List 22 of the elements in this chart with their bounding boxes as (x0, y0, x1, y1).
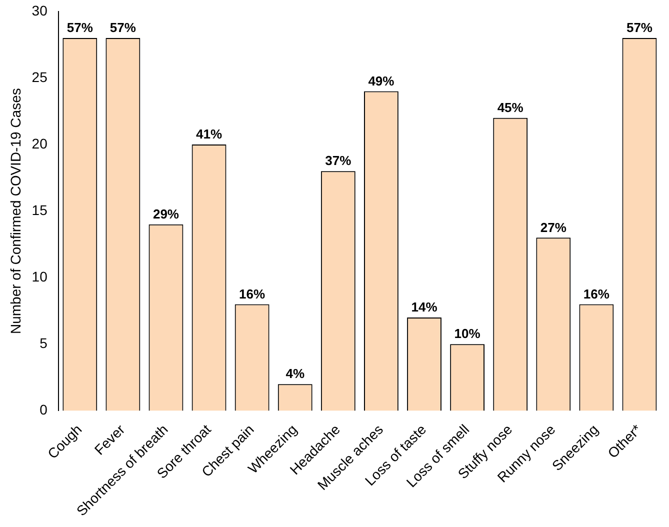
annotation: 45% (497, 100, 524, 115)
annotation: 57% (110, 20, 136, 36)
annotation: 14% (411, 300, 438, 315)
y-tick-label: 5 (40, 335, 48, 352)
annotation: 10% (454, 326, 481, 342)
annotation: 16% (583, 286, 610, 302)
y-tick-label: 0 (40, 402, 48, 418)
annotation: 57% (66, 20, 94, 36)
y-tick-label: 10 (32, 268, 48, 284)
annotation: 27% (540, 220, 567, 235)
annotation: 41% (196, 126, 222, 142)
y-tick-label: 20 (32, 135, 48, 152)
y-axis-title: Number of Confirmed COVID-19 Cases (7, 88, 24, 334)
y-tick-label: 30 (32, 2, 48, 18)
y-tick-label: 15 (32, 202, 48, 218)
annotation: 49% (368, 73, 395, 88)
annotation: 57% (626, 20, 653, 36)
annotation: 16% (239, 286, 266, 302)
annotation: 4% (286, 366, 305, 382)
annotation: 29% (152, 206, 180, 222)
annotation: 37% (325, 153, 352, 168)
y-tick-label: 25 (32, 68, 48, 85)
